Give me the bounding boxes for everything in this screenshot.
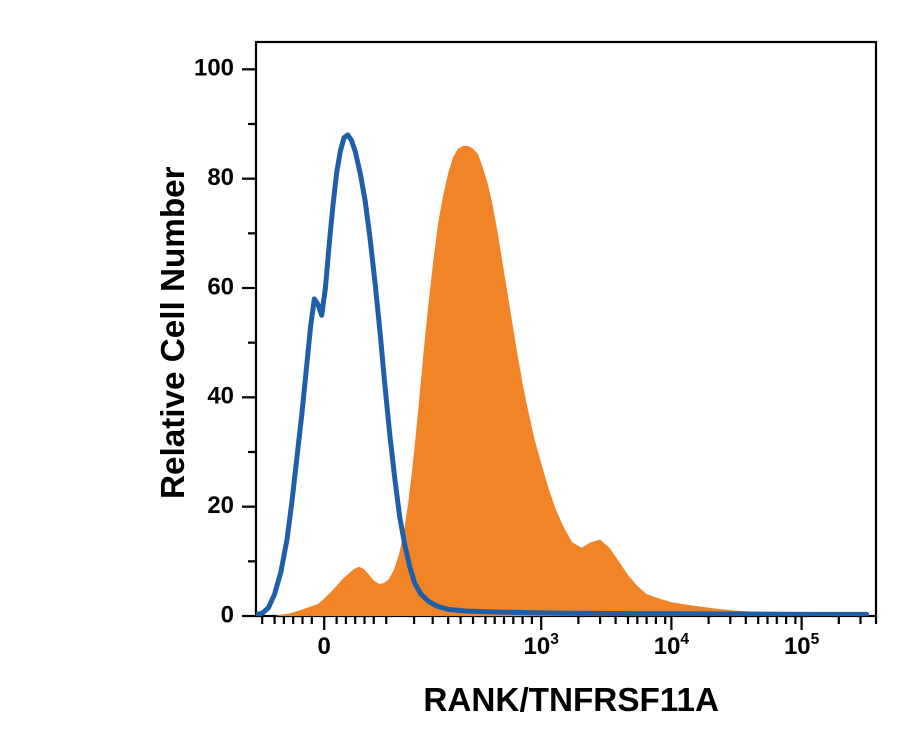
flow-histogram-chart: 0 20 40 60 80 100 0 103 104 105 Relative Cell Num…: [0, 0, 913, 745]
chart-svg: 0 20 40 60 80 100 0 103 104 105: [0, 0, 913, 745]
x-tick-label: 0: [318, 633, 331, 660]
y-tick-label: 20: [207, 492, 234, 519]
x-tick-label: 103: [524, 631, 560, 660]
y-tick-label: 100: [194, 55, 234, 82]
series-sample-fill: [275, 146, 867, 616]
y-tick-label: 40: [207, 383, 234, 410]
y-tick-label: 0: [221, 601, 234, 628]
y-axis-label: Relative Cell Number: [155, 166, 193, 499]
x-tick-label: 104: [654, 631, 690, 660]
x-axis-label: RANK/TNFRSF11A: [423, 682, 719, 720]
y-tick-label: 60: [207, 273, 234, 300]
y-tick-label: 80: [207, 164, 234, 191]
x-tick-label: 105: [784, 631, 820, 660]
